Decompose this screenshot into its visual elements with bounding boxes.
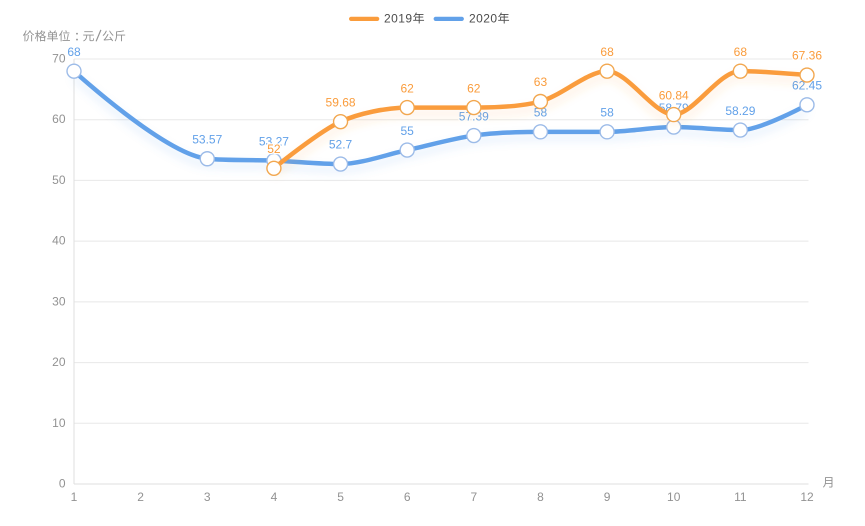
svg-text:62: 62	[401, 81, 415, 95]
svg-text:12: 12	[800, 490, 814, 504]
svg-text:7: 7	[470, 490, 477, 504]
svg-text:62: 62	[467, 81, 481, 95]
svg-text:11: 11	[734, 490, 747, 504]
svg-text:53.57: 53.57	[192, 132, 222, 146]
svg-text:0: 0	[59, 477, 66, 491]
svg-text:30: 30	[52, 294, 66, 308]
svg-text:57.39: 57.39	[459, 109, 489, 123]
svg-text:60.84: 60.84	[659, 88, 689, 102]
svg-text:53.27: 53.27	[259, 134, 289, 148]
svg-text:52.7: 52.7	[329, 138, 353, 152]
svg-text:52: 52	[267, 142, 281, 156]
svg-text:6: 6	[404, 490, 411, 504]
svg-text:2019: 2019	[384, 12, 413, 26]
svg-text:60: 60	[52, 112, 66, 126]
svg-text:40: 40	[52, 234, 66, 248]
svg-text:20: 20	[52, 355, 66, 369]
svg-text:9: 9	[604, 490, 611, 504]
svg-text:67.36: 67.36	[792, 49, 822, 63]
svg-text:5: 5	[337, 490, 344, 504]
svg-text:2020: 2020	[469, 12, 498, 26]
svg-text:50: 50	[52, 173, 66, 187]
svg-text:55: 55	[401, 124, 415, 138]
svg-text:1: 1	[71, 490, 78, 504]
svg-text:3: 3	[204, 490, 211, 504]
svg-text:63: 63	[534, 75, 548, 89]
svg-text:4: 4	[271, 490, 278, 504]
svg-text:59.68: 59.68	[326, 95, 356, 109]
svg-text:58: 58	[534, 106, 548, 120]
svg-text:8: 8	[537, 490, 544, 504]
svg-text:58.29: 58.29	[725, 104, 755, 118]
svg-text:70: 70	[52, 52, 66, 66]
svg-text:68: 68	[67, 45, 81, 59]
svg-text:2: 2	[137, 490, 144, 504]
svg-text:58: 58	[600, 106, 614, 120]
svg-text:68: 68	[734, 45, 748, 59]
svg-text:10: 10	[52, 416, 66, 430]
svg-text:10: 10	[667, 490, 681, 504]
svg-text:62.45: 62.45	[792, 79, 822, 93]
svg-text:68: 68	[600, 45, 614, 59]
